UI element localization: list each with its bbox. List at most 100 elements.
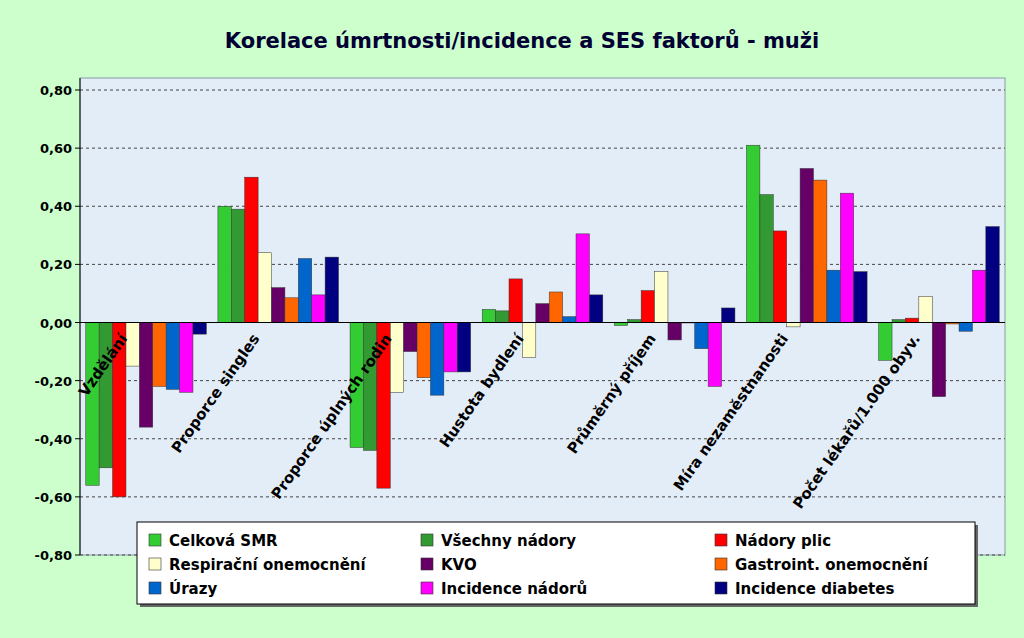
category-label: Hustota bydlení [436,330,528,451]
background [0,0,1024,638]
grid-line [80,90,1005,91]
legend-swatch [715,534,727,546]
bar [959,323,972,332]
bar [746,145,759,322]
bar [576,234,589,323]
legend-label: Incidence diabetes [735,580,894,598]
bar [773,231,786,323]
legend-swatch [715,582,727,594]
bar [86,323,99,486]
bar [285,298,298,323]
bar [854,272,867,323]
tick-label: -0,20 [35,374,72,389]
bar [417,323,430,378]
legend-label: Úrazy [169,579,217,598]
tick-label: 0,40 [40,199,72,214]
legend-swatch [421,558,433,570]
bar [325,257,338,322]
bar [695,323,708,349]
bar [312,295,325,323]
bar [972,270,985,322]
tick-label: 0,20 [40,257,72,272]
bar [258,253,271,323]
grid: -0,80 -0,60 -0,40 -0,20 0,00 0,20 0,40 0,60 0,80 [35,83,1005,563]
bar [218,206,231,322]
tick-label: -0,60 [35,490,72,505]
bar [589,295,602,323]
legend-box [137,522,975,604]
bar [430,323,443,396]
bars [86,145,999,497]
tick-mark [75,148,80,149]
bar [708,323,721,387]
bar [404,323,417,352]
tick-mark [75,438,80,439]
tick-label: -0,80 [35,548,72,563]
bar [180,323,193,393]
bar [153,323,166,387]
category-label: Proporce singles [168,330,264,456]
legend-label: Všechny nádory [441,532,576,550]
bar [245,177,258,322]
bar [641,291,654,323]
legend-swatch [149,534,161,546]
bar [668,323,681,340]
legend-label: KVO [441,556,477,574]
bar [298,259,311,323]
legend: Celková SMRVšechny nádoryNádory plicResp… [137,522,978,607]
tick-label: 0,00 [40,316,72,331]
bar [840,193,853,322]
legend-swatch [421,582,433,594]
bar [193,323,206,335]
tick-label: 0,80 [40,83,72,98]
bar [139,323,152,428]
bar [549,292,562,323]
tick-mark [75,264,80,265]
bar [655,272,668,323]
legend-swatch [715,558,727,570]
bar [787,323,800,327]
tick-mark [75,555,80,556]
bar [800,168,813,322]
bar [905,318,918,322]
category-label: Počet lékařů/1.000 obyv. [789,330,924,512]
bar [722,308,735,323]
legend-swatch [149,582,161,594]
tick-label: -0,40 [35,432,72,447]
grid-line [80,148,1005,149]
bar [932,323,945,397]
bar [496,311,509,323]
category-label: Vzdělání [75,330,132,400]
tick-mark [75,496,80,497]
legend-label: Incidence nádorů [441,580,587,598]
bar [919,296,932,322]
legend-swatch [149,558,161,570]
legend-label: Nádory plic [735,532,831,550]
tick-mark [75,380,80,381]
bar [231,209,244,322]
y-axis [80,78,81,555]
legend-swatch [421,534,433,546]
bar [760,195,773,323]
tick-label: 0,60 [40,141,72,156]
bar [444,323,457,372]
tick-mark [75,322,80,323]
bar [563,317,576,323]
bar [457,323,470,372]
tick-mark [75,206,80,207]
bar [827,270,840,322]
category-label: Průměrný příjem [564,330,660,457]
bar [536,304,549,323]
bar [879,323,892,361]
category-labels: Vzdělání Proporce singlesProporce úplných… [75,330,924,513]
bar [813,180,826,322]
tick-mark [75,90,80,91]
grid-line [80,438,1005,439]
plot-area [80,78,1005,555]
bar [390,323,403,393]
bar [272,288,285,323]
grid-line [80,496,1005,497]
category-label: Proporce úplných rodin [268,330,396,502]
category-label: Míra nezaměstnanosti [670,330,792,494]
bar [509,279,522,323]
